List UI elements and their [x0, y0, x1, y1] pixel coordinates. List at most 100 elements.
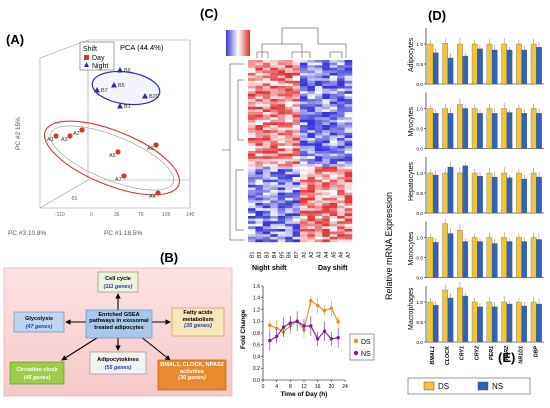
heatmap-cell [255, 104, 264, 107]
heatmap-cell [262, 197, 271, 201]
heatmap-cell [248, 158, 256, 162]
heatmap-cell [307, 65, 316, 68]
heatmap-cell [300, 184, 308, 188]
heatmap-cell [248, 177, 256, 180]
heatmap-cell [300, 197, 308, 201]
heatmap-color-key [226, 30, 250, 56]
heatmap-cell [300, 83, 308, 87]
heatmap-cell [322, 158, 330, 162]
heatmap-cell [337, 109, 345, 113]
heatmap-cell [270, 112, 278, 115]
heatmap-cell [314, 117, 323, 120]
heatmap-cell [262, 91, 271, 94]
bar-category-label: PER2 [504, 346, 510, 360]
heatmap-cell [314, 239, 323, 243]
heatmap-cell [314, 161, 323, 165]
heatmap-cell [314, 130, 323, 133]
heatmap-cell [322, 192, 330, 196]
heatmap-cell [292, 203, 301, 206]
heatmap-cell [270, 138, 278, 141]
pca-plot: Shift Day Night PCA (44.4%) B6 B5 B7 B20 B1 A… [8, 39, 195, 237]
heatmap-cell [277, 86, 286, 89]
heatmap-cell [307, 164, 316, 167]
heatmap-cell [337, 67, 345, 71]
pca-x-tick: 35 [114, 212, 120, 218]
heatmap-cell [300, 140, 308, 144]
bar-y-tick-label: 0.0 [416, 146, 423, 152]
heatmap-cell [248, 234, 256, 237]
heatmap-cell [292, 132, 301, 136]
line-chart-y-label: Fold Change [240, 309, 247, 349]
heatmap-cell [270, 125, 278, 128]
heatmap-cell [307, 174, 316, 178]
bars-legend-ns: NS [492, 382, 503, 391]
heatmap-cell [314, 231, 323, 235]
heatmap-cell [337, 156, 345, 159]
heatmap-cell [314, 166, 323, 170]
heatmap-cell [277, 143, 286, 146]
heatmap-cell [292, 197, 301, 201]
heatmap-cell [255, 93, 264, 97]
heatmap-cell [337, 151, 345, 154]
heatmap-cell [262, 96, 271, 100]
heatmap-cell [262, 86, 271, 89]
heatmap-cell [322, 62, 330, 66]
heatmap-cell [285, 184, 293, 188]
bar-ns [462, 165, 469, 214]
line-chart-y-tick-label: 1.2 [253, 307, 260, 313]
heatmap-cell [314, 135, 323, 139]
heatmap-cell [307, 187, 316, 191]
heatmap-cell [344, 239, 353, 243]
heatmap-cell [329, 65, 338, 68]
heatmap-cell [255, 203, 264, 206]
heatmap-cell [285, 171, 293, 175]
heatmap-cell [285, 208, 293, 211]
heatmap-cell [270, 161, 278, 165]
heatmap-cell [300, 208, 308, 211]
heatmap-cell [322, 184, 330, 188]
line-chart-x-tick-label: 20 [329, 384, 335, 390]
heatmap-cell [292, 234, 301, 237]
heatmap-cell [255, 158, 264, 162]
heatmap-cell [255, 205, 264, 209]
pca-point-night [117, 103, 123, 109]
bars-y-label: Relative mRNA Expression [384, 192, 394, 300]
pca-x-tick: 105 [162, 212, 171, 218]
heatmap-cell [344, 171, 353, 175]
heatmap-cell [329, 164, 338, 167]
heatmap-cell [285, 99, 293, 102]
heatmap-cell [300, 73, 308, 76]
heatmap-cell [344, 96, 353, 100]
heatmap-cell [262, 132, 271, 136]
heatmap-cell [248, 164, 256, 167]
heatmap-cell [285, 148, 293, 152]
heatmap-cell [255, 62, 264, 66]
gsea-node-adipocytokines [89, 351, 147, 375]
heatmap-cell [285, 200, 293, 204]
heatmap-cell [337, 148, 345, 152]
heatmap-cell [314, 67, 323, 71]
bar-ns [521, 178, 528, 214]
heatmap-cell [292, 200, 301, 204]
heatmap-cell [277, 158, 286, 162]
heatmap-cell [255, 88, 264, 92]
heatmap-cell [277, 213, 286, 217]
heatmap-cell [344, 203, 353, 206]
heatmap-cell [329, 205, 338, 209]
heatmap-cell [307, 195, 316, 198]
pca-point-label: A4 [149, 194, 156, 200]
bar-ds [427, 108, 434, 149]
heatmap-cell [277, 177, 286, 180]
heatmap-cell [277, 60, 286, 63]
heatmap-cell [262, 174, 271, 178]
heatmap-cell [292, 83, 301, 87]
heatmap-cell [322, 132, 330, 136]
heatmap-cell [255, 80, 264, 84]
heatmap-cell [285, 236, 293, 240]
gsea-node-fatty-acids [171, 307, 225, 337]
heatmap-cell [344, 119, 353, 123]
bar-ds [471, 43, 478, 85]
heatmap-cell [270, 213, 278, 217]
heatmap-cell [329, 153, 338, 157]
heatmap-cell [292, 151, 301, 154]
